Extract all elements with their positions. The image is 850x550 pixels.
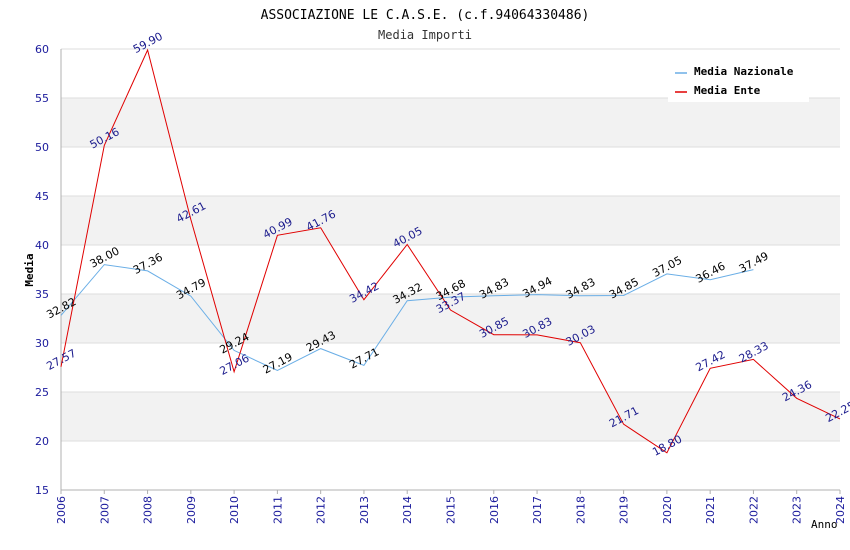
grid-band bbox=[61, 98, 840, 147]
y-tick-labels: 15 20 25 30 35 40 45 50 55 60 bbox=[35, 43, 49, 497]
grid-band bbox=[61, 392, 840, 441]
x-tick-label: 2019 bbox=[618, 496, 631, 524]
legend-box bbox=[668, 60, 809, 102]
data-label: 36.46 bbox=[694, 259, 728, 285]
grid-band bbox=[61, 294, 840, 343]
x-tick-labels: 2006 2007 2008 2009 2010 2011 2012 2013 2014 2015… bbox=[55, 496, 847, 524]
y-tick-label: 25 bbox=[35, 386, 49, 399]
y-tick-label: 50 bbox=[35, 141, 49, 154]
y-axis-label: Media bbox=[23, 253, 36, 286]
y-tick-label: 30 bbox=[35, 337, 49, 350]
legend-label-ente: Media Ente bbox=[694, 84, 761, 97]
series-line-nazionale bbox=[60, 264, 754, 372]
x-tick-label: 2010 bbox=[228, 496, 241, 524]
x-tick-label: 2018 bbox=[574, 496, 587, 524]
x-tick-label: 2006 bbox=[55, 496, 68, 524]
y-tick-label: 60 bbox=[35, 43, 49, 56]
x-tick-label: 2008 bbox=[142, 496, 155, 524]
y-tick-label: 15 bbox=[35, 484, 49, 497]
x-tick-label: 2012 bbox=[315, 496, 328, 524]
y-tick-label: 20 bbox=[35, 435, 49, 448]
data-label: 27.19 bbox=[261, 350, 295, 376]
x-tick-label: 2016 bbox=[488, 496, 501, 524]
data-label: 27.42 bbox=[694, 348, 728, 374]
data-label: 37.36 bbox=[131, 251, 165, 277]
x-tick-label: 2009 bbox=[185, 496, 198, 524]
x-tick-label: 2014 bbox=[401, 496, 414, 524]
chart-title: ASSOCIAZIONE LE C.A.S.E. (c.f.9406433048… bbox=[261, 8, 590, 23]
x-axis-label: Anno bbox=[811, 518, 838, 531]
data-label: 27.71 bbox=[347, 345, 381, 371]
x-tick-label: 2022 bbox=[747, 496, 760, 524]
x-tick-label: 2020 bbox=[661, 496, 674, 524]
x-tick-label: 2007 bbox=[98, 496, 111, 524]
x-tick-label: 2021 bbox=[704, 496, 717, 524]
grid-bands bbox=[61, 98, 840, 441]
x-tick-label: 2015 bbox=[445, 496, 458, 524]
chart-subtitle: Media Importi bbox=[378, 28, 472, 42]
y-tick-label: 35 bbox=[35, 288, 49, 301]
x-tick-label: 2011 bbox=[271, 496, 284, 524]
x-tick-label: 2013 bbox=[358, 496, 371, 524]
y-tick-label: 55 bbox=[35, 92, 49, 105]
series-line-ente bbox=[60, 48, 841, 454]
data-label: 37.49 bbox=[737, 249, 771, 275]
x-tick-label: 2017 bbox=[531, 496, 544, 524]
series-lines bbox=[60, 48, 841, 454]
legend: Media Nazionale Media Ente bbox=[668, 60, 809, 102]
x-tick-label: 2024 bbox=[834, 496, 847, 524]
axes bbox=[60, 49, 841, 494]
y-tick-label: 40 bbox=[35, 239, 49, 252]
legend-label-nazionale: Media Nazionale bbox=[694, 65, 794, 78]
y-tick-label: 45 bbox=[35, 190, 49, 203]
x-tick-label: 2023 bbox=[791, 496, 804, 524]
